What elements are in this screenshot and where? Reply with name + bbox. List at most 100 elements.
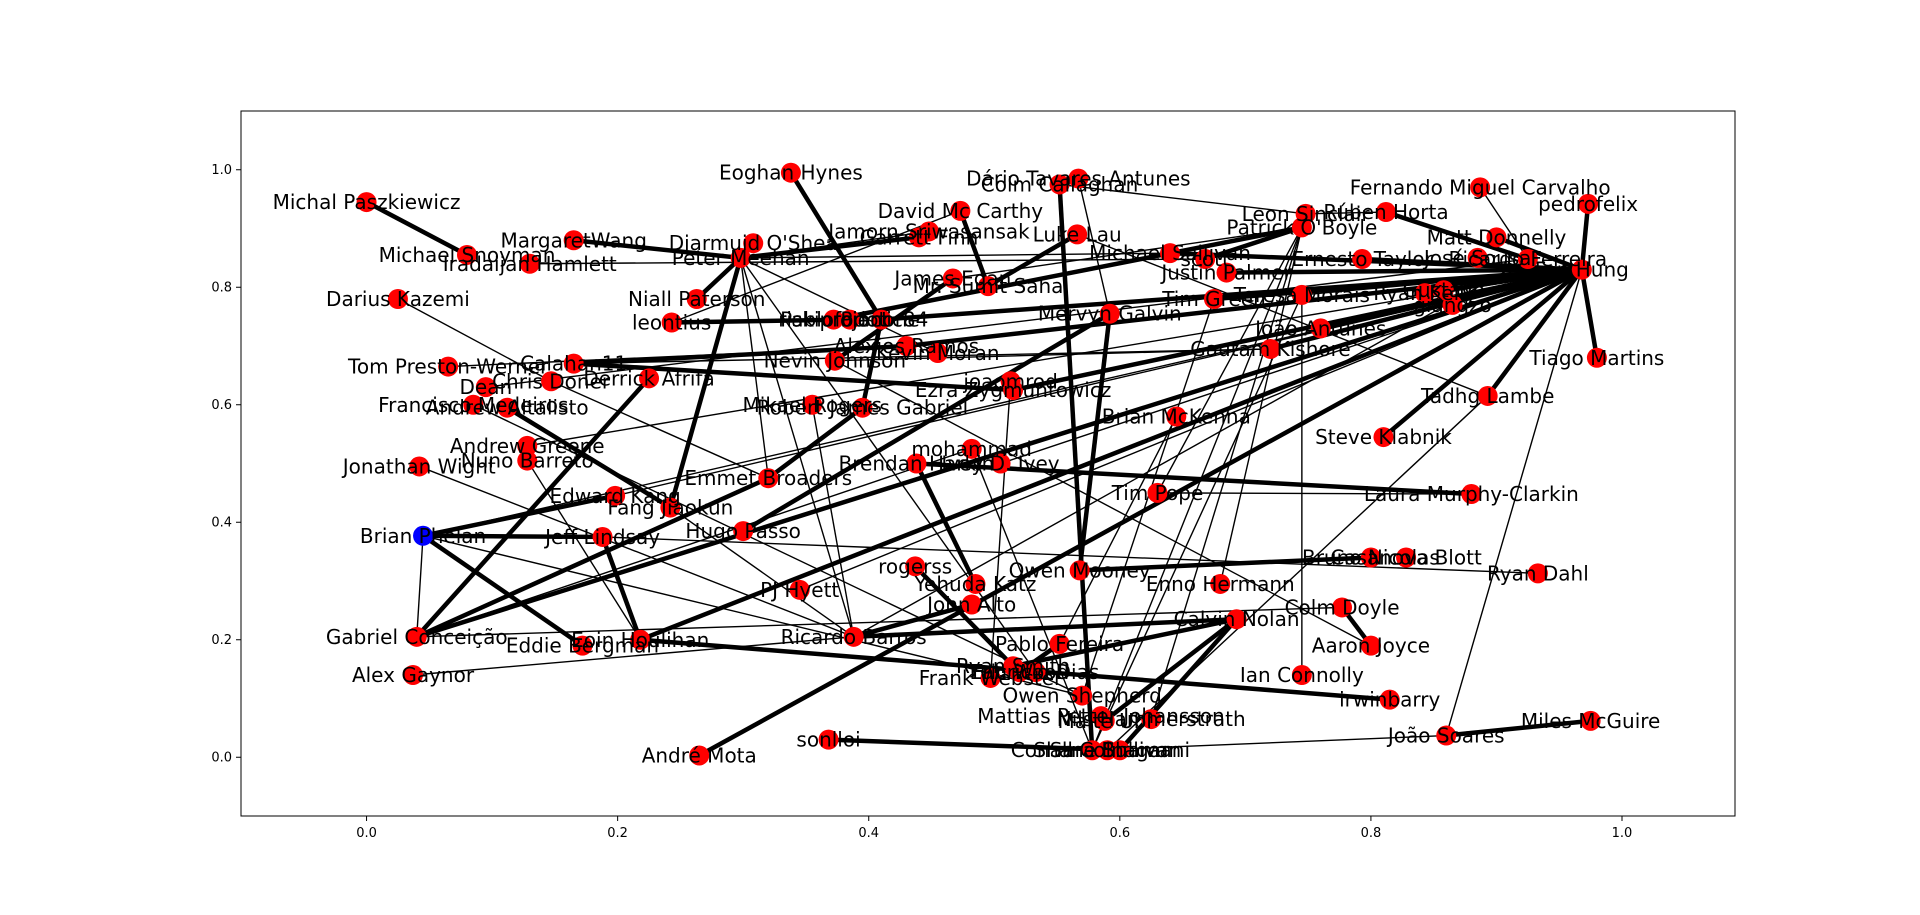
node-steve-klabnik[interactable] [1373,427,1394,448]
node-tom-preston-werner[interactable] [438,356,459,377]
node-teresa-morais[interactable] [1291,284,1312,305]
node-ricardo-ferreira[interactable] [1517,249,1538,270]
node-pj-hyett[interactable] [789,579,810,600]
node-leontius[interactable] [661,312,682,333]
node-james-egan[interactable] [942,268,963,289]
node-fodotic84[interactable] [871,309,892,330]
node-owen-shepherd[interactable] [1072,685,1093,706]
node-laura-murphy-clarkin[interactable] [1461,484,1482,505]
node-chris-doner[interactable] [541,371,562,392]
node-scott[interactable] [1195,249,1216,270]
node-brendan-harkin[interactable] [906,453,927,474]
node-michal-paszkiewicz[interactable] [356,192,377,213]
node-joao-soares[interactable] [1436,725,1457,746]
node-fabricio-dias[interactable] [1025,662,1046,683]
node-gautam-kishore[interactable] [1260,338,1281,359]
node-ricardo-barros[interactable] [843,626,864,647]
node-jeff-lindsay[interactable] [592,526,613,547]
node-fernando-miguel-carvalho[interactable] [1470,177,1491,198]
node-luke-lau[interactable] [1067,224,1088,245]
node-diarmuid-o-shea[interactable] [743,233,764,254]
node-tadhg-lambe[interactable] [1477,385,1498,406]
node-aaron-joyce[interactable] [1360,635,1381,656]
node-miles-mcguire[interactable] [1580,710,1601,731]
node-eric-wood[interactable] [1009,662,1030,683]
node-owen-mooney[interactable] [1069,560,1090,581]
node-gabriel-conceicao[interactable] [406,626,427,647]
node-fan-hung[interactable] [1571,259,1592,280]
node-john-alto[interactable] [961,594,982,615]
node-andrew-altalisto[interactable] [497,397,518,418]
node-mikael-rogers[interactable] [802,394,823,415]
node-dario-tavares-antunes[interactable] [1068,168,1089,189]
node-edward-kang[interactable] [605,485,626,506]
node-darius-kazemi[interactable] [387,289,408,309]
node-yehuda-katz[interactable] [965,573,986,594]
node-brian-mckenna[interactable] [1166,406,1187,427]
node-andre-mota[interactable] [689,745,710,766]
node-ivey-d-ivey[interactable] [990,453,1011,474]
node-conall-colnagan[interactable] [1082,740,1103,761]
node-niall-paterson[interactable] [686,289,707,309]
node-tim-green[interactable] [1203,289,1224,309]
node-hugo-passo[interactable] [733,521,754,542]
node-frank-webster[interactable] [980,667,1001,688]
node-alexios-ramos[interactable] [896,336,917,356]
node-peter-meehan[interactable] [730,247,751,268]
node-dean[interactable] [475,377,496,398]
node-malte-ubl[interactable] [1094,710,1115,731]
node-fang-jiaokun[interactable] [660,497,681,518]
node-mervyn-galvin[interactable] [1099,303,1120,324]
node-iradaijan-hamlett[interactable] [519,253,540,274]
node-andrew-greene[interactable] [517,435,538,456]
node-tiago-martins[interactable] [1586,347,1607,368]
node-joao-antunes[interactable] [1310,318,1331,339]
node-derrick-afrifa[interactable] [639,368,660,389]
node-brian-phelan[interactable] [413,525,434,546]
node-eddie-bergman[interactable] [572,635,593,656]
node-pablo-fereira[interactable] [1049,633,1070,654]
node-pedrofelix[interactable] [1578,193,1599,214]
node-enno-hermann[interactable] [1210,573,1231,594]
node-jose-sousa[interactable] [1467,247,1488,268]
node-colm-doyle[interactable] [1332,597,1353,618]
node-emmet-broaders[interactable] [758,468,779,489]
node-casanova-blott[interactable] [1396,547,1417,568]
node-nils-hammerstrath[interactable] [1141,709,1162,730]
node-kevin-moran[interactable] [927,343,948,364]
node-david-mc-carthy[interactable] [950,200,971,221]
node-giangzo[interactable] [1442,294,1463,315]
node-mohammad[interactable] [961,438,982,459]
node-ian-connolly[interactable] [1291,665,1312,685]
node-matt-donnelly[interactable] [1486,227,1507,248]
node-francisco-medeiros[interactable] [463,394,484,415]
node-ryan-kelly[interactable] [1414,283,1435,304]
node-rogerss[interactable] [905,556,926,577]
node-robert-james-gabriel[interactable] [852,397,873,418]
node-jonathan-wight[interactable] [409,456,430,477]
node-michael-snoyman[interactable] [456,244,477,265]
node-irwinbarry[interactable] [1379,689,1400,710]
node-ezra-zygmuntowicz[interactable] [1003,380,1024,401]
node-sara-bhamani[interactable] [1109,740,1130,761]
node-sonlloi[interactable] [818,729,839,750]
node-calvin-nolan[interactable] [1226,609,1247,630]
node-ryan-dahl[interactable] [1527,563,1548,584]
node-riskiproject[interactable] [823,309,844,330]
node-tim-pope[interactable] [1147,482,1168,503]
node-eoin-houlihan[interactable] [630,629,651,650]
node-eoghan-hynes[interactable] [780,162,801,183]
node-patrick-o-boyle[interactable] [1291,217,1312,238]
node-garrett-finn[interactable] [908,227,929,248]
node-margaretwang[interactable] [563,230,584,251]
node-bruno-nicolas[interactable] [1360,547,1381,568]
node-nuno-barreto[interactable] [517,450,538,471]
node-mr-sumit-saha[interactable] [978,276,998,297]
node-gustavo[interactable] [1433,280,1454,301]
node-colm-callaghan[interactable] [1049,174,1070,195]
node-calahan11[interactable] [563,353,584,374]
node-michael-sullivan[interactable] [1160,243,1181,264]
node-pablo-pianone[interactable] [839,309,860,330]
node-ruben-horta[interactable] [1375,202,1396,223]
node-alex-gaynor[interactable] [402,665,423,685]
